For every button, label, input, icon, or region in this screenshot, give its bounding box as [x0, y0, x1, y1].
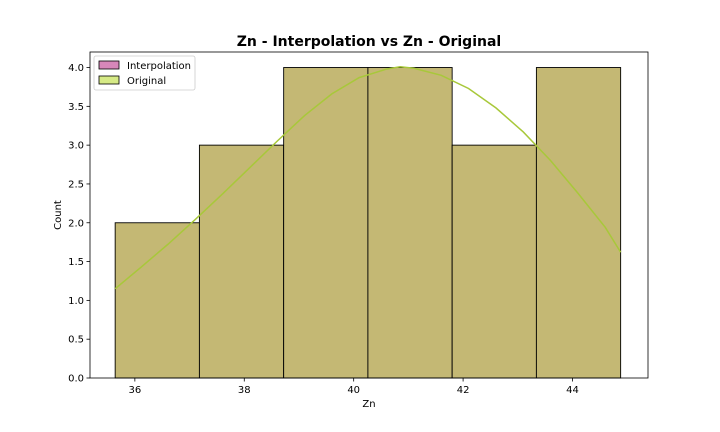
legend: Interpolation Original [93, 55, 196, 91]
legend-label-interpolation: Interpolation [127, 61, 191, 72]
x-tick-label: 44 [566, 385, 579, 396]
histogram-bar-4 [367, 67, 453, 379]
x-tick-label: 36 [128, 385, 141, 396]
legend-swatch-original [98, 75, 120, 85]
y-tick-label: 0.0 [68, 374, 84, 385]
y-axis-label: Count [53, 200, 64, 230]
x-tick-label: 40 [347, 385, 360, 396]
x-axis-label: Zn [362, 399, 375, 410]
y-axis-ticks: 0.0 0.5 1.0 1.5 2.0 2.5 3.0 3.5 4.0 [68, 63, 90, 385]
legend-swatch-interpolation [98, 60, 120, 70]
y-tick-label: 1.0 [68, 296, 84, 307]
bars-group [114, 67, 622, 379]
y-tick-label: 0.5 [68, 335, 84, 346]
y-tick-label: 4.0 [68, 63, 84, 74]
histogram-bar-2 [198, 144, 285, 379]
histogram-bar-5 [451, 144, 537, 379]
histogram-bar-1 [114, 222, 200, 379]
plot-frame [89, 51, 649, 379]
x-tick-label: 38 [238, 385, 251, 396]
histogram-bar-3 [283, 67, 369, 379]
y-tick-label: 3.0 [68, 141, 84, 152]
x-tick-label: 42 [457, 385, 470, 396]
chart-title: Zn - Interpolation vs Zn - Original [237, 34, 501, 50]
y-tick-label: 1.5 [68, 257, 84, 268]
x-axis-ticks: 36 38 40 42 44 [128, 378, 579, 396]
y-tick-label: 2.0 [68, 218, 84, 229]
legend-label-original: Original [127, 76, 166, 87]
y-tick-label: 3.5 [68, 102, 84, 113]
y-tick-label: 2.5 [68, 179, 84, 190]
histogram-bar-6 [535, 67, 622, 379]
kde-curve [114, 65, 622, 290]
